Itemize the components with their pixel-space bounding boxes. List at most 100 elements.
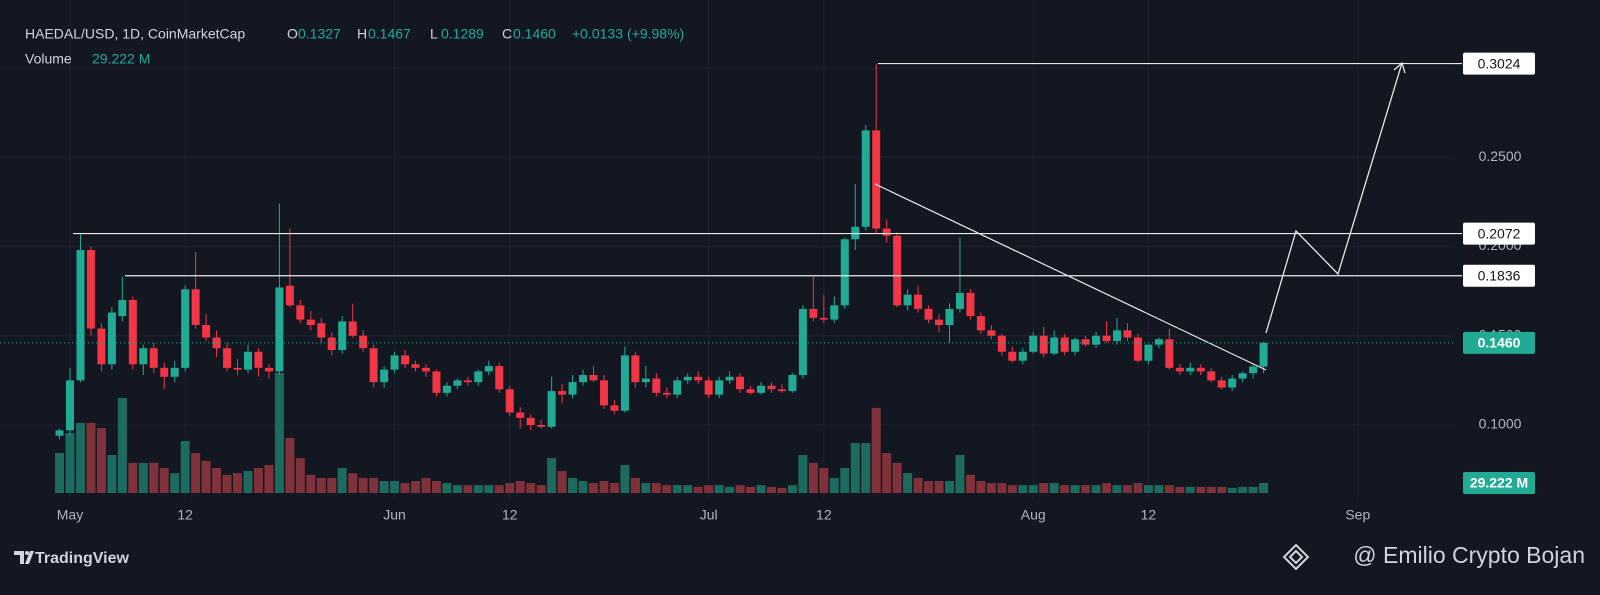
candle-body <box>453 380 462 386</box>
volume-bar <box>1206 486 1216 493</box>
candle-body <box>1081 339 1090 345</box>
volume-bar <box>1133 483 1143 493</box>
volume-bar <box>850 443 860 493</box>
candle-body <box>579 375 588 383</box>
candle-body <box>1113 330 1121 342</box>
candle-body <box>1249 366 1258 374</box>
candle-body <box>1154 339 1163 345</box>
volume-bar <box>1259 483 1269 493</box>
candle-body <box>170 367 179 377</box>
candle-body <box>861 130 870 227</box>
open-value: 0.1327 <box>298 26 341 42</box>
volume-bar <box>222 474 232 493</box>
candle-body <box>798 308 807 375</box>
volume-bar <box>1049 483 1059 493</box>
low-label: L <box>430 26 438 42</box>
candle-body <box>1186 367 1195 372</box>
candle-body <box>777 389 786 392</box>
volume-bar <box>1060 485 1070 493</box>
volume-bar <box>149 462 159 493</box>
candle-body <box>306 319 315 325</box>
volume-bar <box>96 428 106 493</box>
y-tick-label: 0.2500 <box>1479 148 1522 164</box>
volume-bar <box>1070 485 1080 493</box>
y-tick-label: 0.1000 <box>1479 416 1522 432</box>
level-label-box <box>1463 222 1535 245</box>
candle-body <box>285 285 294 306</box>
candle-body <box>809 308 818 318</box>
volume-bar <box>808 462 818 493</box>
candle-body <box>348 321 357 336</box>
volume-bar <box>1018 485 1028 493</box>
volume-bar <box>1007 485 1017 493</box>
volume-bar <box>547 458 557 493</box>
volume-bar <box>431 481 441 493</box>
candle-body <box>97 328 106 365</box>
candle-body <box>254 351 263 368</box>
x-tick-label: 12 <box>502 507 518 523</box>
volume-bar <box>1175 486 1185 493</box>
volume-bar <box>976 481 986 493</box>
candle-body <box>725 376 734 381</box>
volume-bar <box>379 481 389 493</box>
volume-bar <box>1122 485 1132 493</box>
volume-bar <box>138 462 148 493</box>
volume-bar <box>683 485 693 493</box>
volume-bar <box>201 460 211 493</box>
candle-body <box>401 355 410 365</box>
candle-body <box>558 391 567 395</box>
watermark-icon <box>1282 543 1310 571</box>
candle-body <box>118 300 127 317</box>
volume-label-box <box>1463 472 1535 495</box>
change-percent: (+9.98%) <box>627 26 684 42</box>
candle-body <box>893 235 902 306</box>
candle-body <box>181 289 190 368</box>
x-tick-label: May <box>57 507 83 523</box>
candle-body <box>914 294 923 309</box>
level-label: 0.3024 <box>1478 55 1521 71</box>
level-label-box <box>1463 264 1535 287</box>
volume-bar <box>536 485 546 493</box>
candle-body <box>495 366 504 390</box>
volume-bar <box>1227 487 1237 493</box>
volume-bar <box>735 485 745 493</box>
volume-label: 29.222 M <box>1470 475 1528 491</box>
candle-body <box>1175 367 1184 372</box>
volume-bar <box>86 422 96 493</box>
volume-bar <box>568 477 578 493</box>
volume-bar <box>515 481 525 493</box>
volume-bar <box>274 372 284 493</box>
candle-body <box>599 380 608 406</box>
candle-body <box>966 292 975 317</box>
volume-bar <box>662 485 672 493</box>
candle-body <box>715 380 724 395</box>
level-label-box <box>1463 52 1535 75</box>
candle-body <box>976 316 985 331</box>
volume-bar <box>285 437 295 493</box>
candle-body <box>924 308 933 320</box>
candle-body <box>421 367 430 372</box>
volume-bar <box>903 473 913 493</box>
candle-body <box>1018 351 1027 361</box>
volume-bar <box>65 433 75 493</box>
close-label: C <box>502 26 512 42</box>
volume-bar <box>997 483 1007 493</box>
volume-bar <box>452 485 462 493</box>
volume-bar <box>494 485 504 493</box>
candle-body <box>76 250 85 381</box>
high-label: H <box>357 26 367 42</box>
x-tick-label: Jul <box>700 507 718 523</box>
candle-body <box>1207 371 1216 381</box>
watermark: @ Emilio Crypto Bojan <box>1353 542 1585 568</box>
candle-body <box>1123 330 1132 338</box>
candle-body <box>1238 373 1247 379</box>
volume-bar <box>861 443 871 493</box>
volume-bar <box>1091 485 1101 493</box>
candle-body <box>380 369 389 383</box>
candle-body <box>474 371 483 383</box>
candle-body <box>149 348 158 368</box>
candle-body <box>327 337 336 350</box>
brand: TradingView <box>35 550 130 567</box>
volume-bar <box>117 397 127 493</box>
